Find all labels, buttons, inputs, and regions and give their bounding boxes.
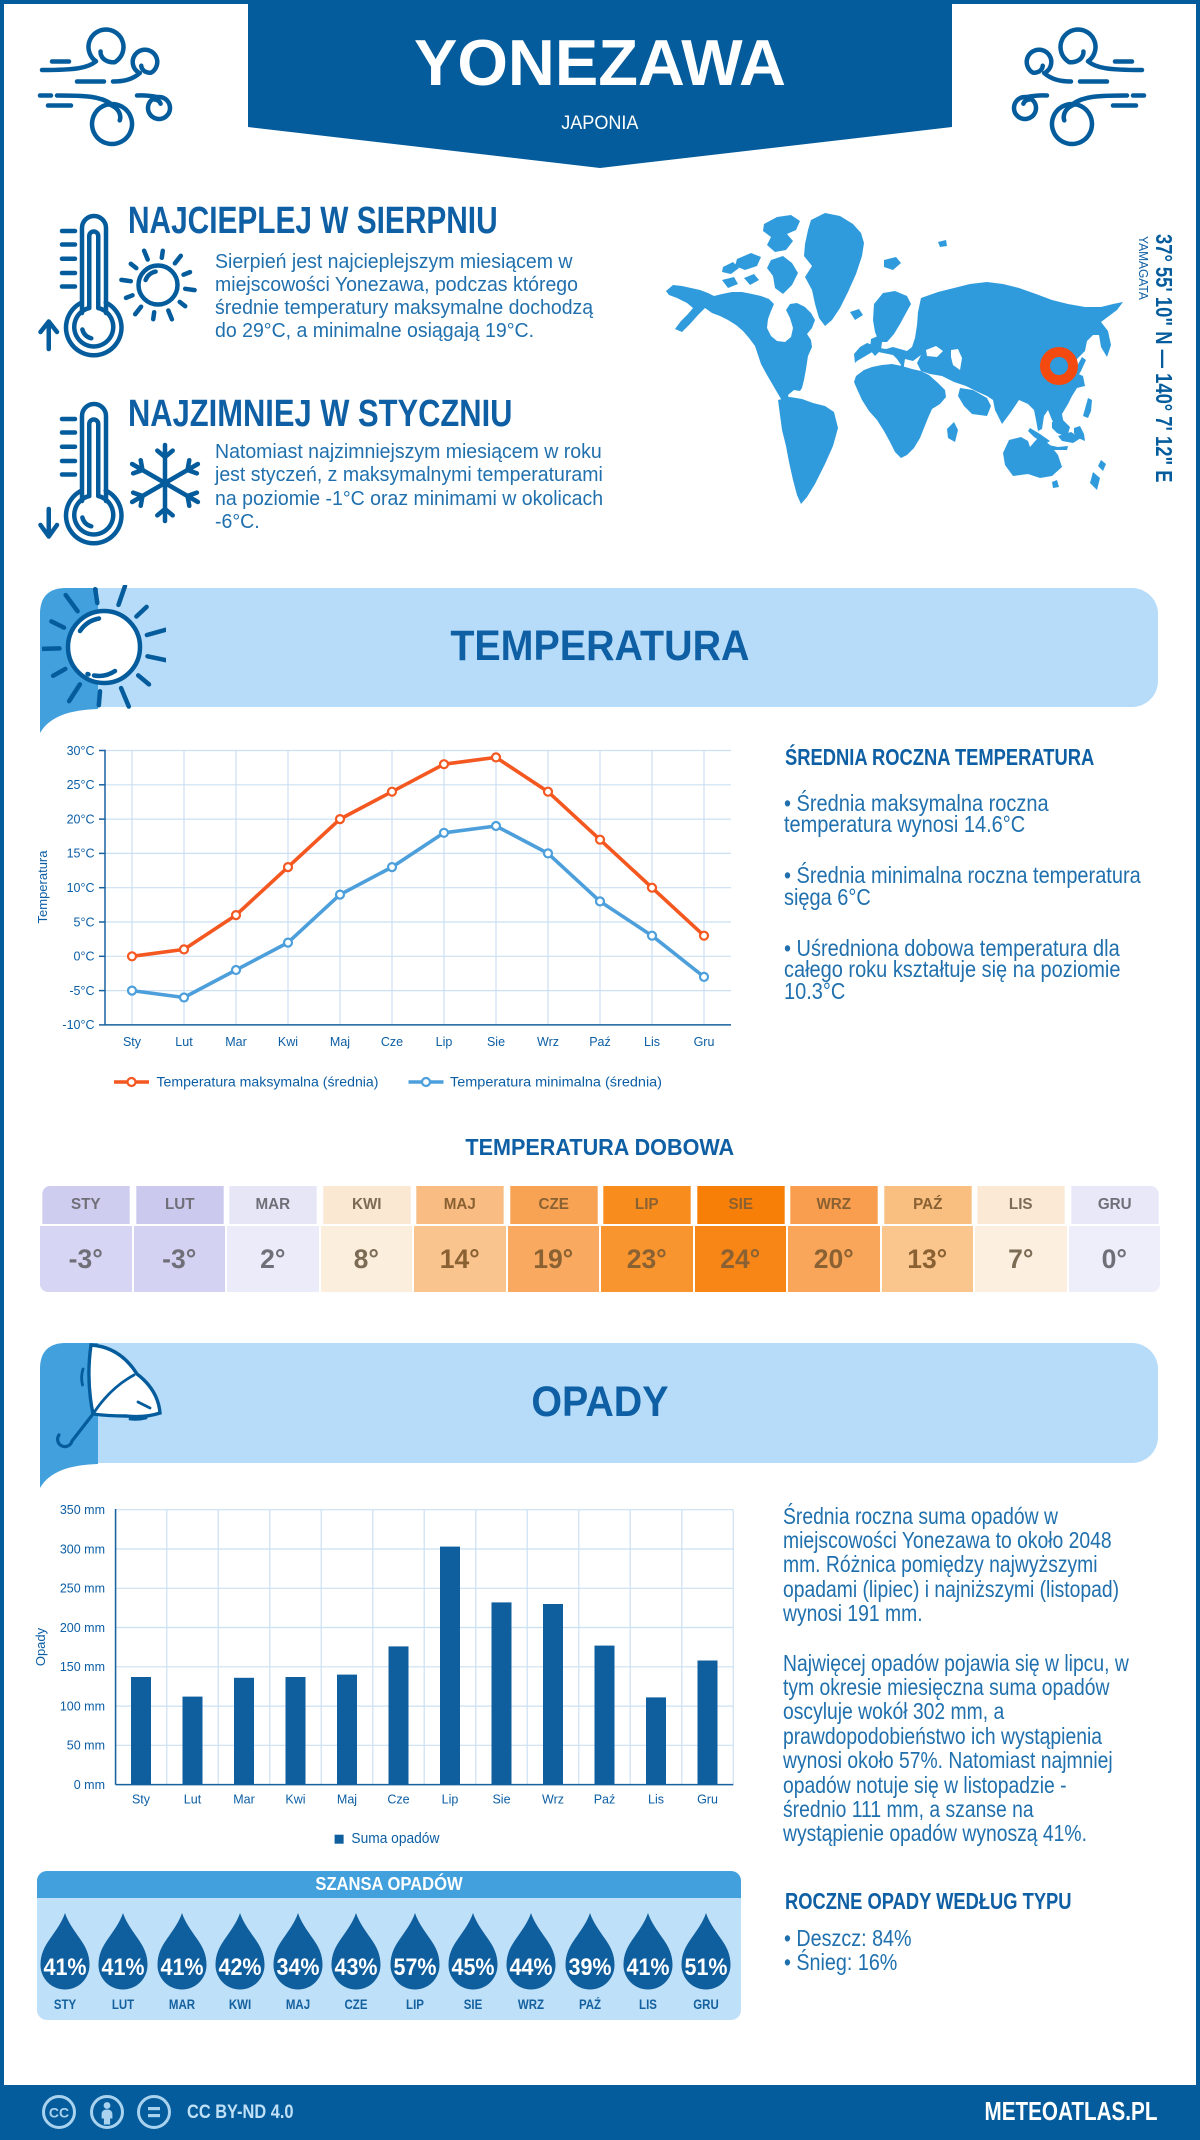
svg-text:41%: 41%	[627, 1954, 670, 1981]
svg-text:250 mm: 250 mm	[60, 1582, 105, 1596]
svg-text:45%: 45%	[452, 1954, 495, 1981]
svg-text:Temperatura: Temperatura	[35, 850, 50, 924]
svg-text:Lis: Lis	[648, 1793, 664, 1807]
svg-text:Sie: Sie	[492, 1793, 510, 1807]
svg-text:Sie: Sie	[487, 1035, 505, 1049]
svg-text:39%: 39%	[569, 1954, 612, 1981]
svg-text:41%: 41%	[102, 1954, 145, 1981]
svg-text:Paź: Paź	[594, 1793, 616, 1807]
svg-text:30°C: 30°C	[67, 744, 95, 758]
svg-text:0°C: 0°C	[74, 950, 95, 964]
svg-text:350 mm: 350 mm	[60, 1503, 105, 1517]
svg-text:20°C: 20°C	[67, 812, 95, 826]
svg-text:Temperatura maksymalna (średni: Temperatura maksymalna (średnia)	[157, 1075, 379, 1090]
svg-text:-10°C: -10°C	[62, 1018, 94, 1032]
svg-text:25°C: 25°C	[67, 778, 95, 792]
svg-text:Lip: Lip	[442, 1793, 459, 1807]
svg-text:Mar: Mar	[233, 1793, 255, 1807]
svg-text:Kwi: Kwi	[285, 1793, 305, 1807]
svg-text:15°C: 15°C	[67, 847, 95, 861]
svg-text:Kwi: Kwi	[278, 1035, 298, 1049]
svg-text:Sty: Sty	[123, 1035, 142, 1049]
svg-text:Maj: Maj	[337, 1793, 357, 1807]
svg-text:Opady: Opady	[33, 1627, 48, 1666]
svg-text:300 mm: 300 mm	[60, 1542, 105, 1556]
svg-text:Paź: Paź	[589, 1035, 611, 1049]
svg-text:50 mm: 50 mm	[67, 1739, 105, 1753]
svg-text:200 mm: 200 mm	[60, 1621, 105, 1635]
svg-text:43%: 43%	[335, 1954, 378, 1981]
svg-text:Cze: Cze	[387, 1793, 409, 1807]
svg-text:Wrz: Wrz	[542, 1793, 564, 1807]
svg-text:-5°C: -5°C	[69, 984, 94, 998]
svg-text:Gru: Gru	[694, 1035, 715, 1049]
svg-text:57%: 57%	[394, 1954, 437, 1981]
svg-text:Cze: Cze	[381, 1035, 403, 1049]
svg-text:0 mm: 0 mm	[74, 1778, 105, 1792]
svg-text:Lis: Lis	[644, 1035, 660, 1049]
svg-text:Maj: Maj	[330, 1035, 350, 1049]
svg-text:Lut: Lut	[184, 1793, 202, 1807]
svg-text:5°C: 5°C	[74, 915, 95, 929]
svg-text:51%: 51%	[685, 1954, 728, 1981]
svg-text:10°C: 10°C	[67, 881, 95, 895]
svg-text:Mar: Mar	[225, 1035, 247, 1049]
svg-text:Temperatura minimalna (średnia: Temperatura minimalna (średnia)	[450, 1075, 662, 1090]
svg-text:41%: 41%	[44, 1954, 87, 1981]
svg-text:34%: 34%	[277, 1954, 320, 1981]
svg-text:42%: 42%	[219, 1954, 262, 1981]
svg-text:Lip: Lip	[436, 1035, 453, 1049]
svg-text:Lut: Lut	[175, 1035, 193, 1049]
svg-text:Gru: Gru	[697, 1793, 718, 1807]
svg-text:41%: 41%	[161, 1954, 204, 1981]
svg-text:100 mm: 100 mm	[60, 1699, 105, 1713]
svg-text:Sty: Sty	[132, 1793, 151, 1807]
svg-text:44%: 44%	[510, 1954, 553, 1981]
svg-text:CC: CC	[49, 2105, 69, 2121]
svg-text:Suma opadów: Suma opadów	[351, 1830, 439, 1847]
svg-text:150 mm: 150 mm	[60, 1660, 105, 1674]
svg-text:Wrz: Wrz	[537, 1035, 559, 1049]
